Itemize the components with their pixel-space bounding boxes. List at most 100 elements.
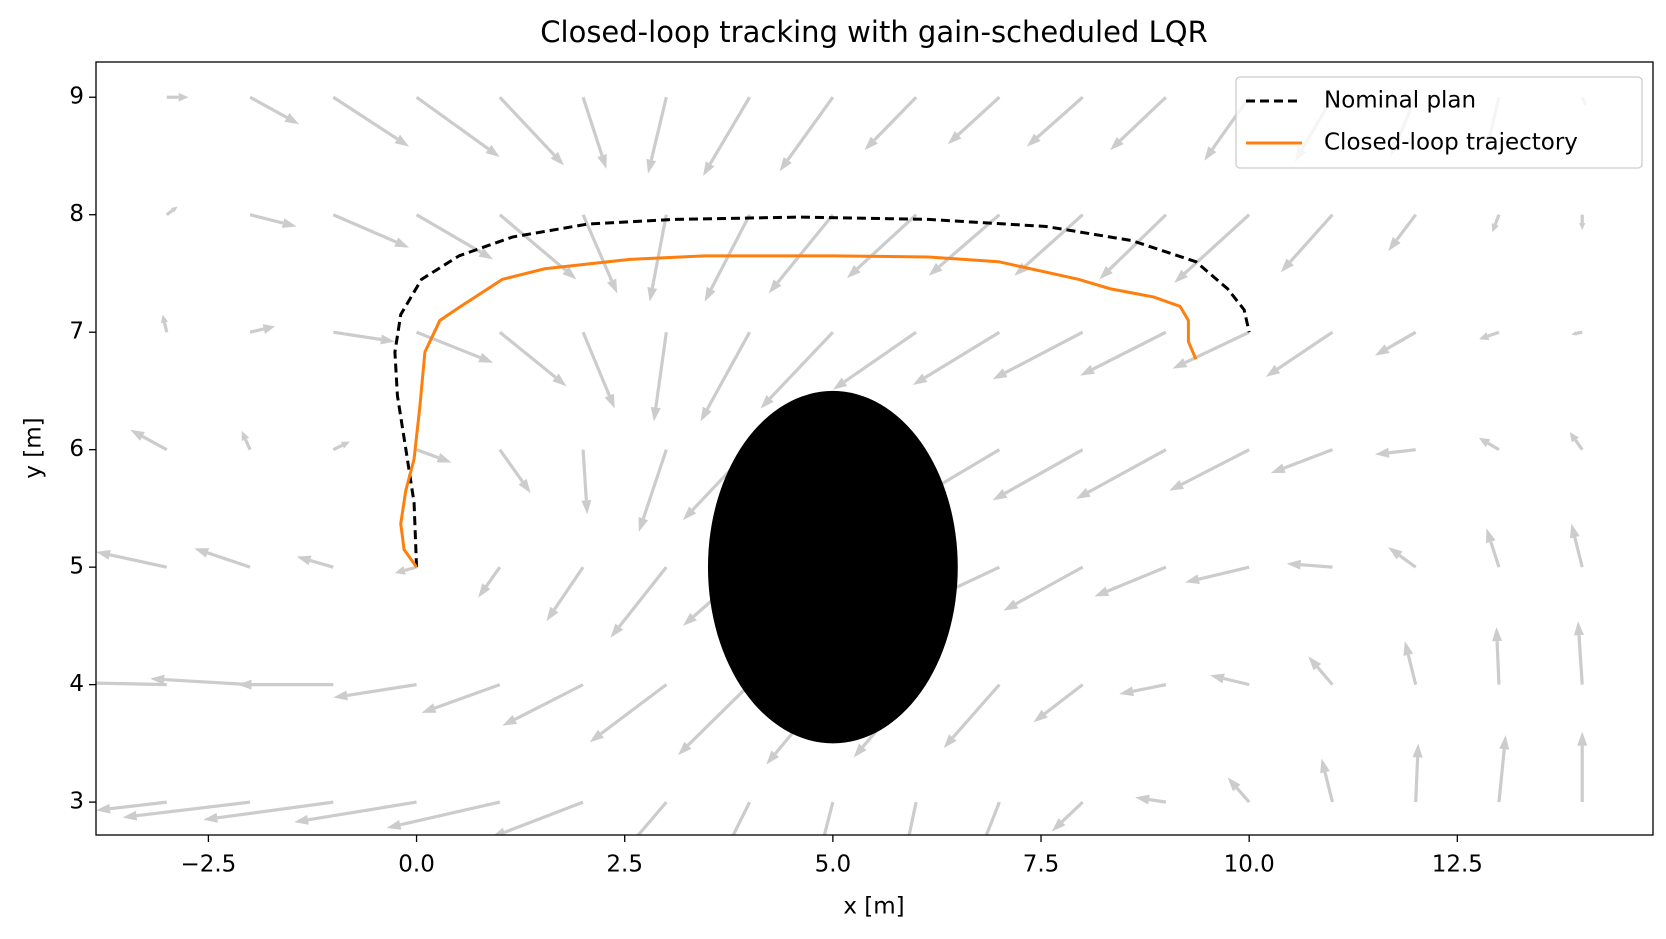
quiver-arrow — [96, 681, 167, 687]
arrow-shaft — [1091, 330, 1167, 371]
arrow-shaft — [346, 683, 417, 697]
arrow-head — [1135, 794, 1150, 805]
arrow-shaft — [498, 330, 557, 379]
arrow-shaft — [1406, 654, 1418, 686]
arrow-shaft — [709, 213, 752, 290]
quiver-arrow — [333, 330, 395, 345]
arrow-head — [96, 549, 111, 560]
arrow-head — [96, 803, 111, 814]
quiver-arrow — [1403, 641, 1418, 686]
quiver-arrow — [1227, 777, 1251, 804]
quiver-arrow — [912, 330, 1001, 386]
quiver-arrow — [636, 801, 668, 835]
arrow-shaft — [581, 331, 611, 397]
arrow-head — [436, 453, 452, 463]
quiver-arrow — [415, 330, 494, 363]
arrow-head — [518, 478, 531, 494]
quiver-arrow — [1110, 96, 1168, 151]
arrow-shaft — [1043, 683, 1084, 715]
arrow-shaft — [332, 443, 344, 452]
quiver-arrow — [1003, 565, 1084, 611]
arrow-shaft — [599, 683, 668, 736]
arrow-shaft — [581, 214, 614, 282]
arrow-head — [1204, 146, 1217, 161]
arrow-shaft — [654, 331, 668, 408]
arrow-shaft — [923, 330, 1001, 380]
arrow-shaft — [307, 800, 417, 822]
arrow-shaft — [207, 551, 251, 569]
quiver-arrow — [332, 213, 410, 248]
arrow-shaft — [1180, 448, 1250, 486]
arrow-shaft — [649, 96, 668, 161]
arrow-head — [597, 154, 607, 169]
quiver-arrow — [498, 96, 564, 166]
arrow-shaft — [249, 213, 284, 225]
arrow-shaft — [243, 438, 252, 451]
quiver-arrow — [386, 800, 501, 830]
arrow-head — [1286, 559, 1301, 570]
arrow-shaft — [957, 96, 1001, 136]
arrow-head — [1080, 364, 1095, 376]
quiver-arrow — [1569, 432, 1584, 451]
quiver-arrow — [160, 314, 169, 333]
quiver-arrow — [1119, 683, 1167, 697]
arrow-head — [1174, 269, 1188, 283]
legend: Nominal plan Closed-loop trajectory — [1235, 76, 1643, 169]
arrow-shaft — [498, 213, 567, 272]
arrow-shaft — [581, 96, 604, 157]
arrow-shaft — [768, 331, 835, 400]
quiver-arrow — [1080, 330, 1167, 376]
quiver-arrow — [1579, 214, 1586, 230]
quiver-arrow — [1014, 213, 1084, 276]
arrow-head — [1185, 574, 1200, 585]
arrow-head — [650, 406, 661, 422]
quiver-arrow — [1577, 731, 1588, 803]
arrow-shaft — [1323, 771, 1334, 803]
arrow-head — [394, 134, 410, 147]
quiver-arrow — [1374, 447, 1416, 458]
arrow-shaft — [907, 801, 918, 835]
quiver-arrow — [1374, 330, 1417, 356]
arrow-shaft — [1183, 213, 1251, 275]
quiver-arrow — [1478, 437, 1500, 452]
arrow-head — [1388, 236, 1401, 252]
arrow-shaft — [164, 677, 251, 687]
arrow-head — [646, 158, 657, 174]
quiver-arrow — [589, 683, 668, 743]
quiver-arrow — [546, 566, 585, 622]
arrow-head — [550, 151, 564, 166]
arrow-shaft — [332, 213, 397, 244]
arrow-head — [1579, 223, 1586, 230]
quiver-arrow — [943, 683, 1001, 749]
arrow-shaft — [1487, 330, 1500, 338]
arrow-shaft — [249, 327, 265, 334]
arrow-shaft — [1386, 330, 1417, 351]
arrow-head — [1478, 332, 1490, 341]
quiver-arrow — [1174, 213, 1251, 283]
quiver-arrow — [498, 330, 567, 387]
quiver-arrow — [704, 213, 752, 302]
quiver-arrow — [332, 441, 350, 452]
arrow-shaft — [617, 566, 668, 628]
quiver-arrow — [333, 683, 417, 701]
quiver-arrow — [984, 801, 1001, 835]
arrow-head — [647, 286, 658, 302]
arrow-head — [638, 517, 649, 532]
arrow-head — [478, 352, 494, 363]
quiver-arrow — [1491, 214, 1501, 233]
quiver-arrow — [650, 331, 668, 422]
arrow-head — [912, 373, 928, 386]
quiver-arrow — [646, 96, 668, 174]
arrow-head — [1403, 641, 1414, 656]
axes-frame — [95, 61, 1654, 836]
quiver-arrow — [296, 555, 334, 569]
quiver-arrow — [1492, 627, 1503, 685]
arrow-shaft — [1288, 213, 1334, 263]
quiver-arrow — [1265, 330, 1334, 377]
arrow-head — [394, 237, 410, 248]
arrow-shaft — [1235, 786, 1251, 804]
arrow-head — [1499, 735, 1510, 750]
arrow-head — [1210, 673, 1225, 684]
arrow-shaft — [1300, 563, 1333, 569]
quiver-arrow — [992, 448, 1084, 501]
